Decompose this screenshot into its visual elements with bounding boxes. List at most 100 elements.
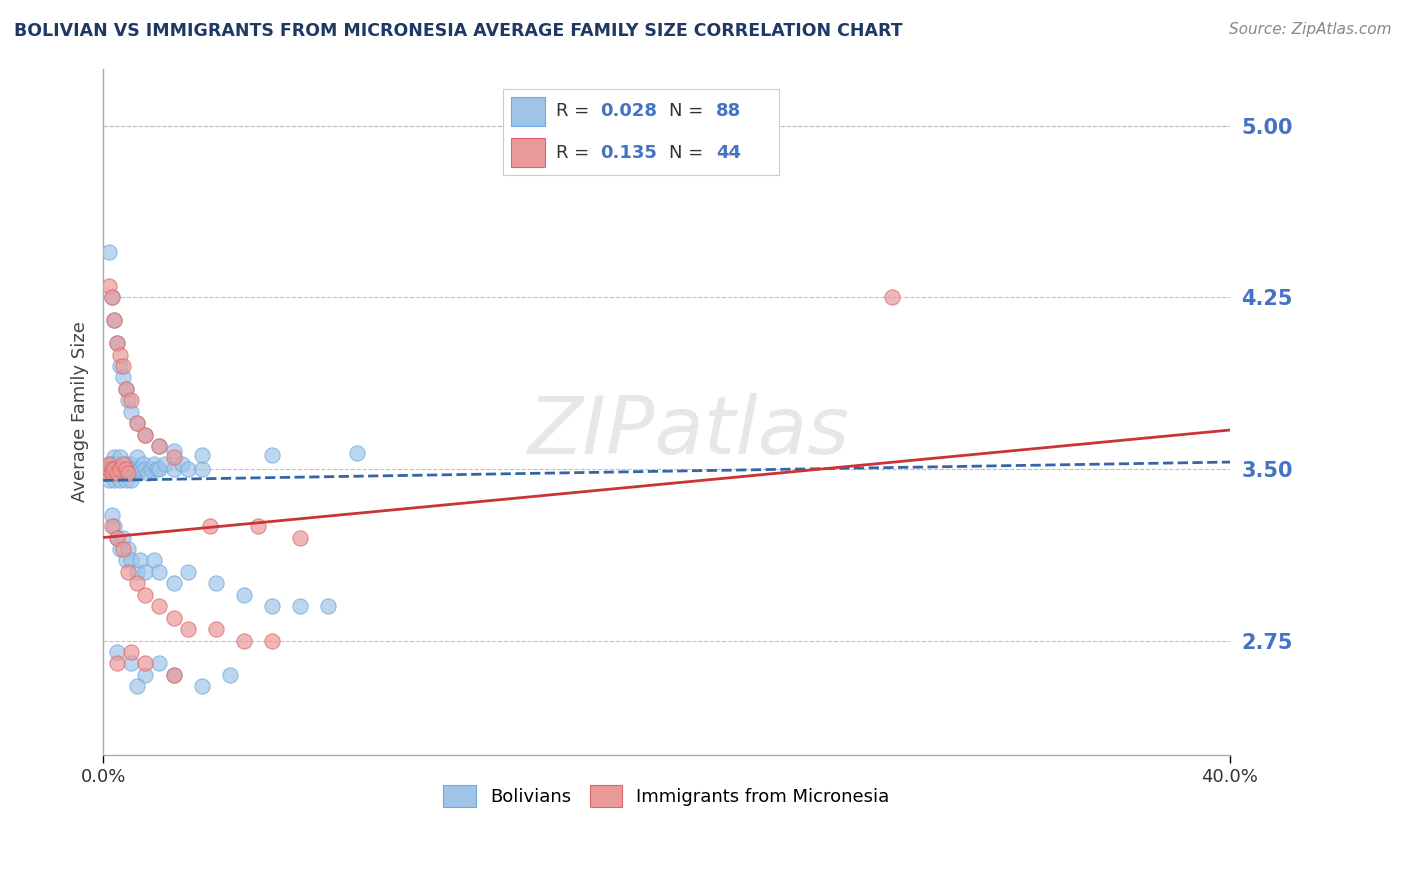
Point: [125, 450, 148, 465]
Point: [190, 462, 212, 476]
Point: [318, 599, 340, 614]
Point: [111, 467, 134, 481]
Point: [142, 458, 165, 472]
Point: [134, 668, 156, 682]
Point: [148, 462, 170, 476]
Point: [103, 462, 125, 476]
Point: [134, 462, 156, 476]
Point: [111, 462, 134, 476]
Point: [148, 657, 170, 671]
Point: [94, 467, 117, 481]
Point: [114, 553, 136, 567]
Point: [122, 467, 145, 481]
Point: [120, 393, 142, 408]
Point: [145, 462, 167, 476]
Point: [134, 657, 156, 671]
Point: [111, 541, 134, 556]
Point: [120, 458, 142, 472]
Point: [100, 467, 122, 481]
Point: [103, 462, 125, 476]
Point: [100, 462, 122, 476]
Point: [128, 553, 150, 567]
Point: [125, 416, 148, 430]
Point: [162, 610, 184, 624]
Point: [100, 290, 122, 304]
Point: [162, 450, 184, 465]
Point: [97, 458, 120, 472]
Point: [117, 467, 139, 481]
Point: [176, 565, 198, 579]
Point: [122, 462, 145, 476]
Point: [111, 359, 134, 373]
Point: [105, 645, 128, 659]
Point: [880, 290, 903, 304]
Point: [94, 467, 117, 481]
Point: [100, 508, 122, 522]
Point: [94, 462, 117, 476]
Point: [105, 467, 128, 481]
Point: [114, 382, 136, 396]
Point: [105, 462, 128, 476]
Point: [190, 448, 212, 462]
Point: [162, 443, 184, 458]
Point: [162, 576, 184, 591]
Text: Source: ZipAtlas.com: Source: ZipAtlas.com: [1229, 22, 1392, 37]
Point: [247, 519, 270, 533]
Point: [97, 462, 120, 476]
Point: [103, 519, 125, 533]
Point: [125, 565, 148, 579]
Point: [134, 427, 156, 442]
Point: [176, 462, 198, 476]
Point: [103, 450, 125, 465]
Point: [162, 668, 184, 682]
Point: [111, 531, 134, 545]
Point: [117, 462, 139, 476]
Point: [290, 599, 312, 614]
Point: [103, 474, 125, 488]
Point: [125, 679, 148, 693]
Point: [148, 439, 170, 453]
Point: [153, 458, 176, 472]
Text: ZIPatlas: ZIPatlas: [529, 393, 851, 471]
Point: [100, 519, 122, 533]
Point: [190, 679, 212, 693]
Point: [176, 622, 198, 636]
Point: [97, 474, 120, 488]
Point: [120, 462, 142, 476]
Point: [120, 657, 142, 671]
Point: [120, 405, 142, 419]
Point: [114, 474, 136, 488]
Point: [148, 439, 170, 453]
Point: [105, 458, 128, 472]
Y-axis label: Average Family Size: Average Family Size: [72, 321, 89, 502]
Point: [108, 359, 131, 373]
Point: [128, 462, 150, 476]
Point: [162, 462, 184, 476]
Point: [108, 462, 131, 476]
Point: [108, 541, 131, 556]
Point: [136, 467, 159, 481]
Point: [233, 633, 256, 648]
Point: [108, 474, 131, 488]
Point: [105, 336, 128, 351]
Point: [262, 599, 284, 614]
Point: [100, 462, 122, 476]
Point: [125, 576, 148, 591]
Point: [170, 458, 193, 472]
Point: [105, 531, 128, 545]
Point: [134, 427, 156, 442]
Point: [111, 458, 134, 472]
Point: [105, 657, 128, 671]
Point: [114, 462, 136, 476]
Point: [120, 474, 142, 488]
Point: [108, 347, 131, 361]
Text: BOLIVIAN VS IMMIGRANTS FROM MICRONESIA AVERAGE FAMILY SIZE CORRELATION CHART: BOLIVIAN VS IMMIGRANTS FROM MICRONESIA A…: [14, 22, 903, 40]
Point: [114, 462, 136, 476]
Point: [131, 458, 153, 472]
Point: [346, 446, 368, 460]
Point: [105, 531, 128, 545]
Point: [120, 645, 142, 659]
Point: [94, 462, 117, 476]
Point: [198, 519, 221, 533]
Point: [105, 336, 128, 351]
